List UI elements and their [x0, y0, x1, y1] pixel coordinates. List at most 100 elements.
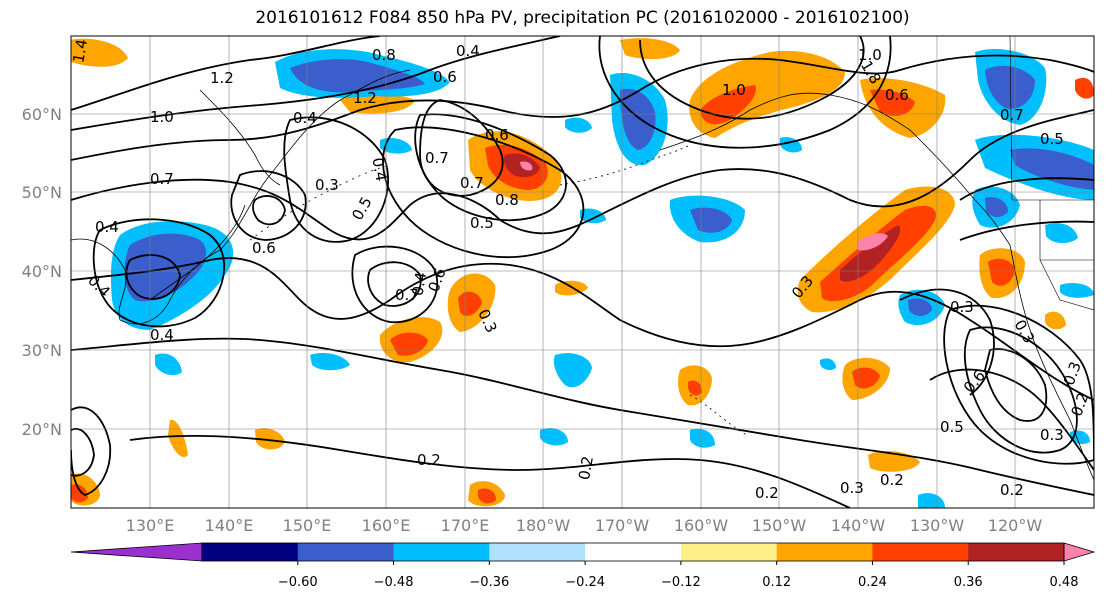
lon-label: 140°E [205, 516, 254, 535]
pv-contour-label: 0.7 [460, 174, 484, 192]
lon-label: 130°E [126, 516, 175, 535]
pv-contour [71, 36, 381, 111]
pv-contour [899, 288, 995, 396]
lat-labels: 60°N 50°N 40°N 30°N 20°N [22, 105, 62, 439]
pv-contour [598, 36, 892, 149]
pv-contour-label: 0.4 [95, 218, 119, 236]
lat-label: 20°N [22, 420, 62, 439]
pv-contour-label: 1.2 [353, 89, 377, 107]
pv-contour-label: 0.2 [1000, 481, 1024, 499]
precip-patch [340, 94, 415, 114]
pv-contour-labels: 1.4 1.2 1.0 0.8 0.6 0.4 1.2 0.7 0.6 0.8 … [69, 38, 1092, 502]
colorbar-tick-label: −0.12 [661, 575, 701, 590]
precip-patch [1010, 148, 1094, 190]
lon-label: 150°W [752, 516, 807, 535]
precip-patch [580, 208, 606, 224]
pv-contour-label: 0.8 [372, 46, 396, 64]
pv-contour-label: 0.2 [880, 471, 904, 489]
pv-contour-label: 0.4 [456, 42, 480, 60]
precip-patch [255, 428, 285, 450]
lon-label: 120°W [988, 516, 1043, 535]
pv-contour-label: 0.7 [150, 170, 174, 188]
pv-contour [230, 170, 307, 241]
pv-contour [419, 99, 504, 197]
pv-contour-label: 0.7 [395, 286, 419, 304]
precip-patch [852, 367, 880, 389]
colorbar-segment [585, 543, 682, 561]
colorbar-tick-label: −0.24 [565, 575, 605, 590]
lat-label: 60°N [22, 105, 62, 124]
pv-contour [414, 113, 567, 222]
coastline-hawaii [689, 394, 749, 437]
gridlines [71, 36, 1094, 508]
colorbar-segment [968, 543, 1065, 561]
pv-contour [71, 406, 112, 496]
colorbar-segment [202, 543, 299, 561]
colorbar-tick-label: 0.24 [858, 575, 887, 590]
coastline-na-west [1009, 244, 1094, 481]
pv-contour [92, 218, 226, 328]
pv-contour [71, 428, 95, 477]
pv-contour-label: 0.8 [495, 191, 519, 209]
precip-patch [908, 298, 932, 316]
pv-contour-label: 0.6 [885, 86, 909, 104]
precip-patch [688, 380, 702, 396]
precip-patch [870, 89, 915, 116]
pv-contour [71, 54, 1094, 161]
precip-patch [520, 161, 533, 171]
colorbar-extend-high [1063, 542, 1096, 562]
precip-patch [858, 233, 888, 251]
pv-contour-label: 0.5 [1040, 130, 1064, 148]
precip-patch [290, 59, 425, 93]
precip-patch [71, 38, 128, 67]
coastline-japan [149, 204, 246, 301]
pv-contour [639, 36, 865, 120]
precip-patch [1045, 223, 1078, 244]
precip-patch [1075, 77, 1094, 99]
colorbar-segment [872, 543, 969, 561]
precip-patch [458, 291, 482, 316]
colorbar-tick-label: 0.12 [762, 575, 791, 590]
precip-patch [478, 488, 496, 504]
pv-contour-label: 0.6 [485, 126, 509, 144]
figure-title: 2016101612 F084 850 hPa PV, precipitatio… [255, 8, 910, 28]
colorbar-tick-label: −0.60 [278, 575, 318, 590]
pv-contour-label: 0.2 [417, 451, 441, 469]
lon-label: 160°W [674, 516, 729, 535]
precip-patch [988, 258, 1015, 286]
colorbar-extend-low [70, 542, 203, 562]
pv-contour-label: 0.4 [408, 271, 430, 298]
pv-contour-label: 0.4 [150, 326, 174, 344]
pv-contour-label: 1.0 [722, 81, 746, 99]
pv-contour-label: 1.0 [858, 46, 882, 64]
precip-patch [985, 197, 1008, 218]
lat-label: 40°N [22, 262, 62, 281]
colorbar-outline [201, 542, 1065, 562]
precip-patch [540, 428, 568, 446]
precip-patch [155, 353, 182, 376]
pv-contour [959, 220, 1094, 241]
lat-label: 30°N [22, 341, 62, 360]
pv-contour-label: 0.3 [1040, 426, 1064, 444]
pv-contour [367, 261, 422, 307]
pv-contours [71, 36, 1094, 508]
pv-contour-label: 0.3 [950, 298, 974, 316]
lon-label: 170°W [595, 516, 650, 535]
pv-contour [71, 109, 1094, 241]
coastline-aleutians [559, 144, 691, 186]
pv-contour [283, 116, 389, 243]
lon-label: 160°E [362, 516, 411, 535]
precip-patch [620, 88, 656, 150]
coastline-sea-of-okhotsk [199, 89, 281, 186]
colorbar-tick-label: −0.48 [374, 575, 414, 590]
precip-patch [124, 233, 207, 302]
pv-contour-label: 0.6 [433, 68, 457, 86]
lon-label: 170°E [441, 516, 490, 535]
precip-shading [71, 38, 1094, 508]
border-line [1009, 36, 1013, 201]
map-frame [70, 35, 1095, 509]
pv-contour [943, 304, 1094, 465]
lon-label: 150°E [283, 516, 332, 535]
colorbar-segment [489, 543, 586, 561]
